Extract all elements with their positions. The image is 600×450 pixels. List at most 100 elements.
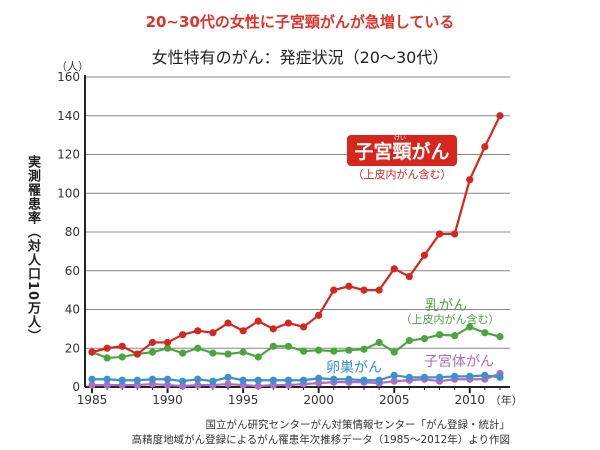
data-point — [345, 282, 353, 290]
data-point — [269, 342, 277, 350]
data-point — [435, 331, 444, 339]
data-point — [224, 380, 232, 388]
data-point — [194, 381, 202, 389]
data-point — [209, 329, 217, 337]
data-point — [88, 348, 96, 356]
data-point — [390, 377, 398, 385]
data-point — [360, 376, 368, 384]
data-point — [330, 375, 338, 383]
series-line — [91, 325, 501, 360]
data-point — [194, 344, 202, 352]
y-axis-label: 実測罹患率（対人口10万人） — [25, 155, 40, 344]
data-point — [315, 346, 323, 354]
series-note: （上皮内がん含む） — [353, 167, 452, 181]
data-point — [163, 338, 172, 347]
data-point — [375, 286, 383, 294]
data-point — [466, 372, 474, 380]
x-unit: （年） — [490, 393, 523, 407]
data-point — [390, 348, 398, 356]
series-label-box — [347, 135, 457, 166]
data-point — [284, 376, 293, 384]
data-point — [496, 373, 504, 381]
data-point — [148, 375, 157, 383]
x-tick-label: 2005 — [379, 393, 410, 407]
data-point — [315, 374, 323, 382]
data-point — [179, 349, 187, 357]
data-point — [163, 375, 172, 383]
data-point — [194, 375, 202, 383]
data-point — [118, 376, 126, 384]
data-point — [254, 376, 262, 384]
y-tick-label: 20 — [65, 341, 80, 355]
data-point — [435, 373, 444, 381]
data-point — [284, 319, 293, 327]
y-tick-label: 60 — [65, 264, 80, 278]
series-line — [92, 372, 501, 388]
y-tick-label: 40 — [65, 303, 80, 317]
data-point — [224, 373, 232, 381]
data-point — [360, 286, 368, 294]
data-point — [420, 251, 429, 259]
data-point — [103, 375, 111, 383]
data-point — [420, 373, 429, 381]
data-point — [390, 265, 398, 273]
data-point — [451, 230, 459, 238]
data-point — [88, 375, 96, 383]
series-label: 乳がん — [425, 298, 467, 314]
source-line-1: 国立がん研究センターがん対策情報センター「がん登録・統計」 — [205, 419, 511, 431]
y-tick-label: 120 — [57, 148, 80, 162]
data-point — [466, 176, 474, 184]
data-point — [239, 327, 247, 335]
data-point — [330, 286, 338, 294]
data-point — [375, 376, 383, 384]
y-unit: （人） — [56, 60, 89, 73]
data-point — [390, 371, 398, 379]
data-point — [103, 381, 111, 389]
data-point — [330, 347, 338, 355]
data-point — [103, 344, 111, 352]
y-tick-label: 160 — [57, 70, 80, 84]
series-line — [91, 115, 501, 356]
y-tick-label: 0 — [72, 380, 80, 394]
data-point — [224, 350, 232, 358]
data-point — [133, 376, 141, 384]
data-point — [103, 354, 111, 362]
data-point — [451, 332, 459, 340]
data-point — [254, 317, 262, 325]
y-tick-label: 140 — [57, 109, 80, 123]
x-tick-label: 1990 — [152, 393, 183, 407]
data-point — [345, 346, 353, 354]
x-tick-label: 1985 — [77, 393, 108, 407]
headline: 20~30代の女性に子宮頸がんが急増している — [145, 13, 455, 31]
series-line — [92, 374, 501, 383]
data-point — [163, 344, 172, 352]
data-point — [163, 381, 172, 389]
data-point — [451, 372, 459, 380]
data-point — [148, 348, 157, 356]
data-point — [496, 112, 504, 120]
data-point — [118, 353, 126, 361]
data-point — [239, 376, 247, 384]
y-tick-label: 100 — [57, 186, 80, 200]
series-label-furigana: けい — [394, 135, 406, 142]
data-point — [405, 336, 413, 345]
data-point — [284, 342, 293, 350]
data-point — [118, 342, 126, 350]
data-point — [209, 349, 217, 357]
x-tick-label: 2000 — [303, 393, 334, 407]
data-point — [148, 338, 157, 347]
data-point — [88, 381, 96, 389]
data-point — [481, 143, 489, 151]
data-point — [435, 230, 444, 238]
data-point — [269, 325, 277, 333]
data-point — [345, 375, 353, 383]
y-tick-label: 80 — [65, 225, 80, 239]
data-point — [405, 373, 413, 381]
data-point — [254, 382, 262, 390]
data-point — [420, 334, 429, 343]
data-point — [179, 377, 187, 385]
series-label: 子宮体がん — [424, 354, 494, 370]
data-point — [299, 376, 308, 384]
data-point — [315, 311, 323, 319]
